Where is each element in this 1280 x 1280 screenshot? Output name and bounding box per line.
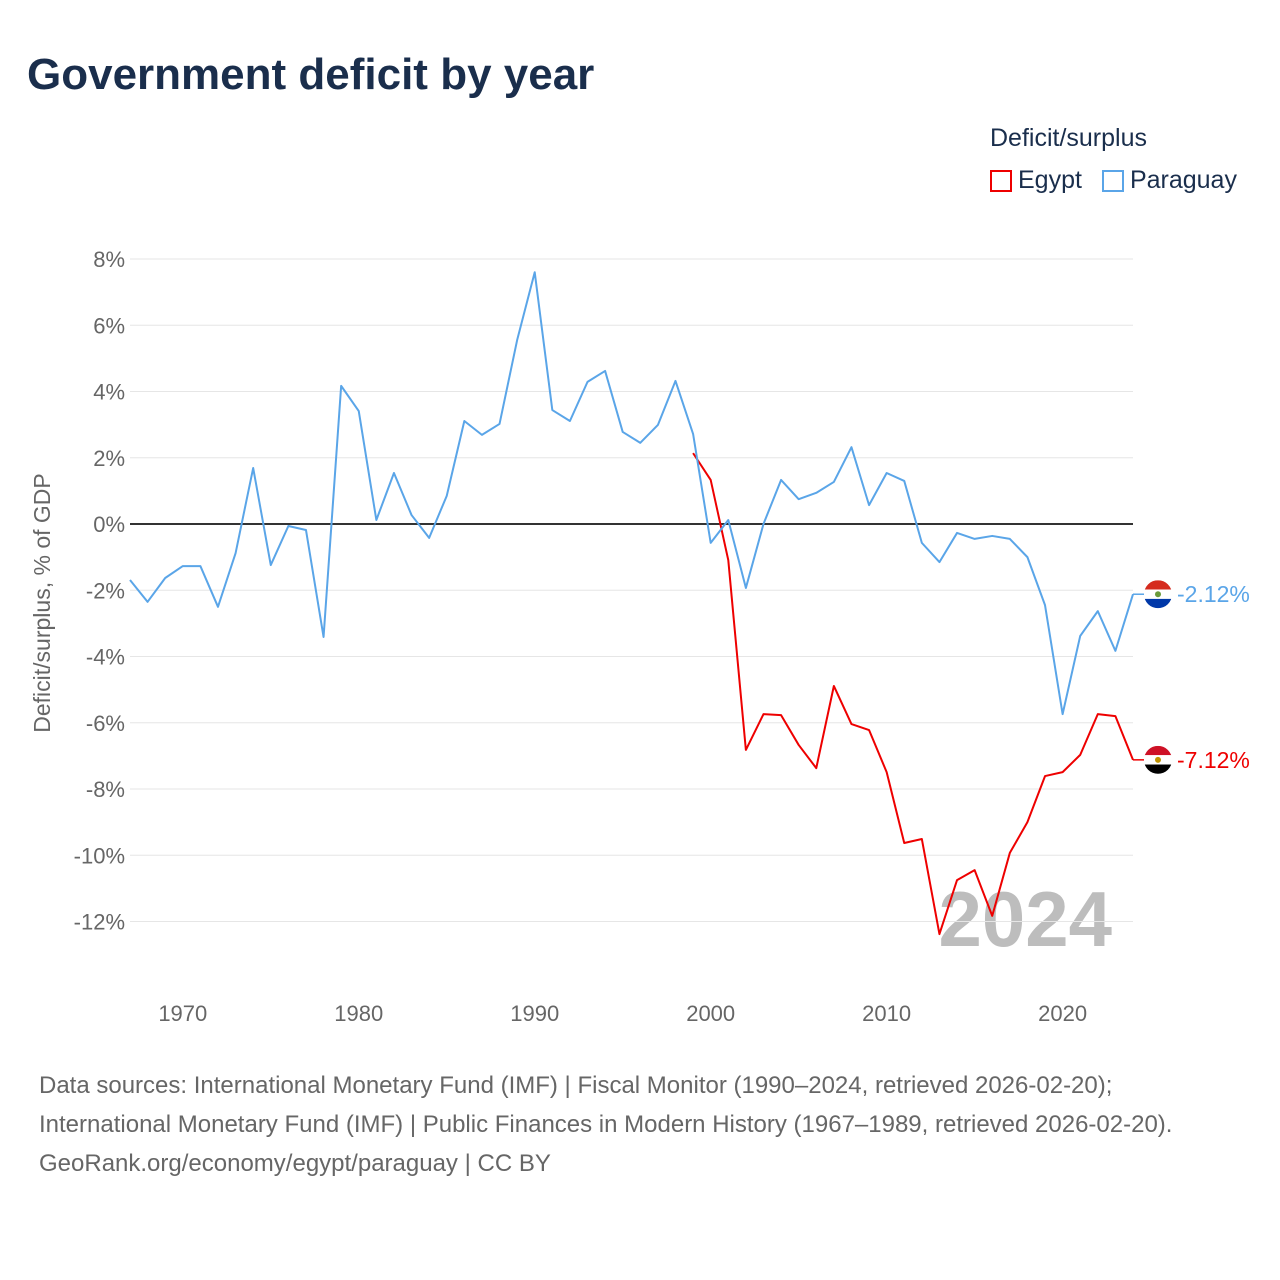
y-tick-label: 2% [93, 446, 125, 471]
x-tick-label: 1990 [510, 1001, 559, 1026]
y-tick-label: -8% [86, 777, 125, 802]
legend-title: Deficit/surplus [990, 124, 1147, 152]
series-line-paraguay [129, 271, 1134, 716]
legend-item-egypt[interactable]: Egypt [990, 166, 1082, 195]
y-tick-label: 8% [93, 247, 125, 272]
y-tick-label: -10% [74, 843, 125, 868]
x-tick-label: 1980 [334, 1001, 383, 1026]
y-tick-label: -6% [86, 711, 125, 736]
y-tick-label: 0% [93, 512, 125, 537]
y-tick-label: -4% [86, 645, 125, 670]
x-tick-label: 1970 [158, 1001, 207, 1026]
x-tick-label: 2010 [862, 1001, 911, 1026]
legend-swatch-egypt [990, 169, 1012, 192]
legend-item-paraguay[interactable]: Paraguay [1101, 166, 1237, 195]
chart-title: Government deficit by year [27, 50, 595, 99]
y-tick-label: 6% [93, 313, 125, 338]
flag-paraguay-icon [1144, 580, 1172, 609]
legend-label-egypt: Egypt [1018, 166, 1082, 194]
series-line-egypt [692, 452, 1134, 936]
y-tick-label: -2% [86, 578, 125, 603]
end-label-paraguay: -2.12% [1177, 581, 1250, 607]
y-axis-label: Deficit/surplus, % of GDP [29, 473, 55, 732]
x-tick-label: 2020 [1038, 1001, 1087, 1026]
footer: Data sources: International Monetary Fun… [39, 1066, 1239, 1183]
legend-label-paraguay: Paraguay [1129, 166, 1237, 194]
legend-swatch-paraguay [1101, 169, 1124, 192]
x-tick-label: 2000 [686, 1001, 735, 1026]
flag-egypt-icon [1144, 745, 1172, 774]
credit-link[interactable]: GeoRank.org/economy/egypt/paraguay | CC … [39, 1150, 551, 1177]
end-label-egypt: -7.12% [1177, 747, 1250, 773]
y-tick-label: -12% [74, 910, 125, 935]
year-watermark: 2024 [938, 875, 1112, 963]
legend: Egypt Paraguay [990, 166, 1237, 195]
y-tick-label: 4% [93, 380, 125, 405]
data-sources: Data sources: International Monetary Fun… [39, 1072, 1173, 1138]
